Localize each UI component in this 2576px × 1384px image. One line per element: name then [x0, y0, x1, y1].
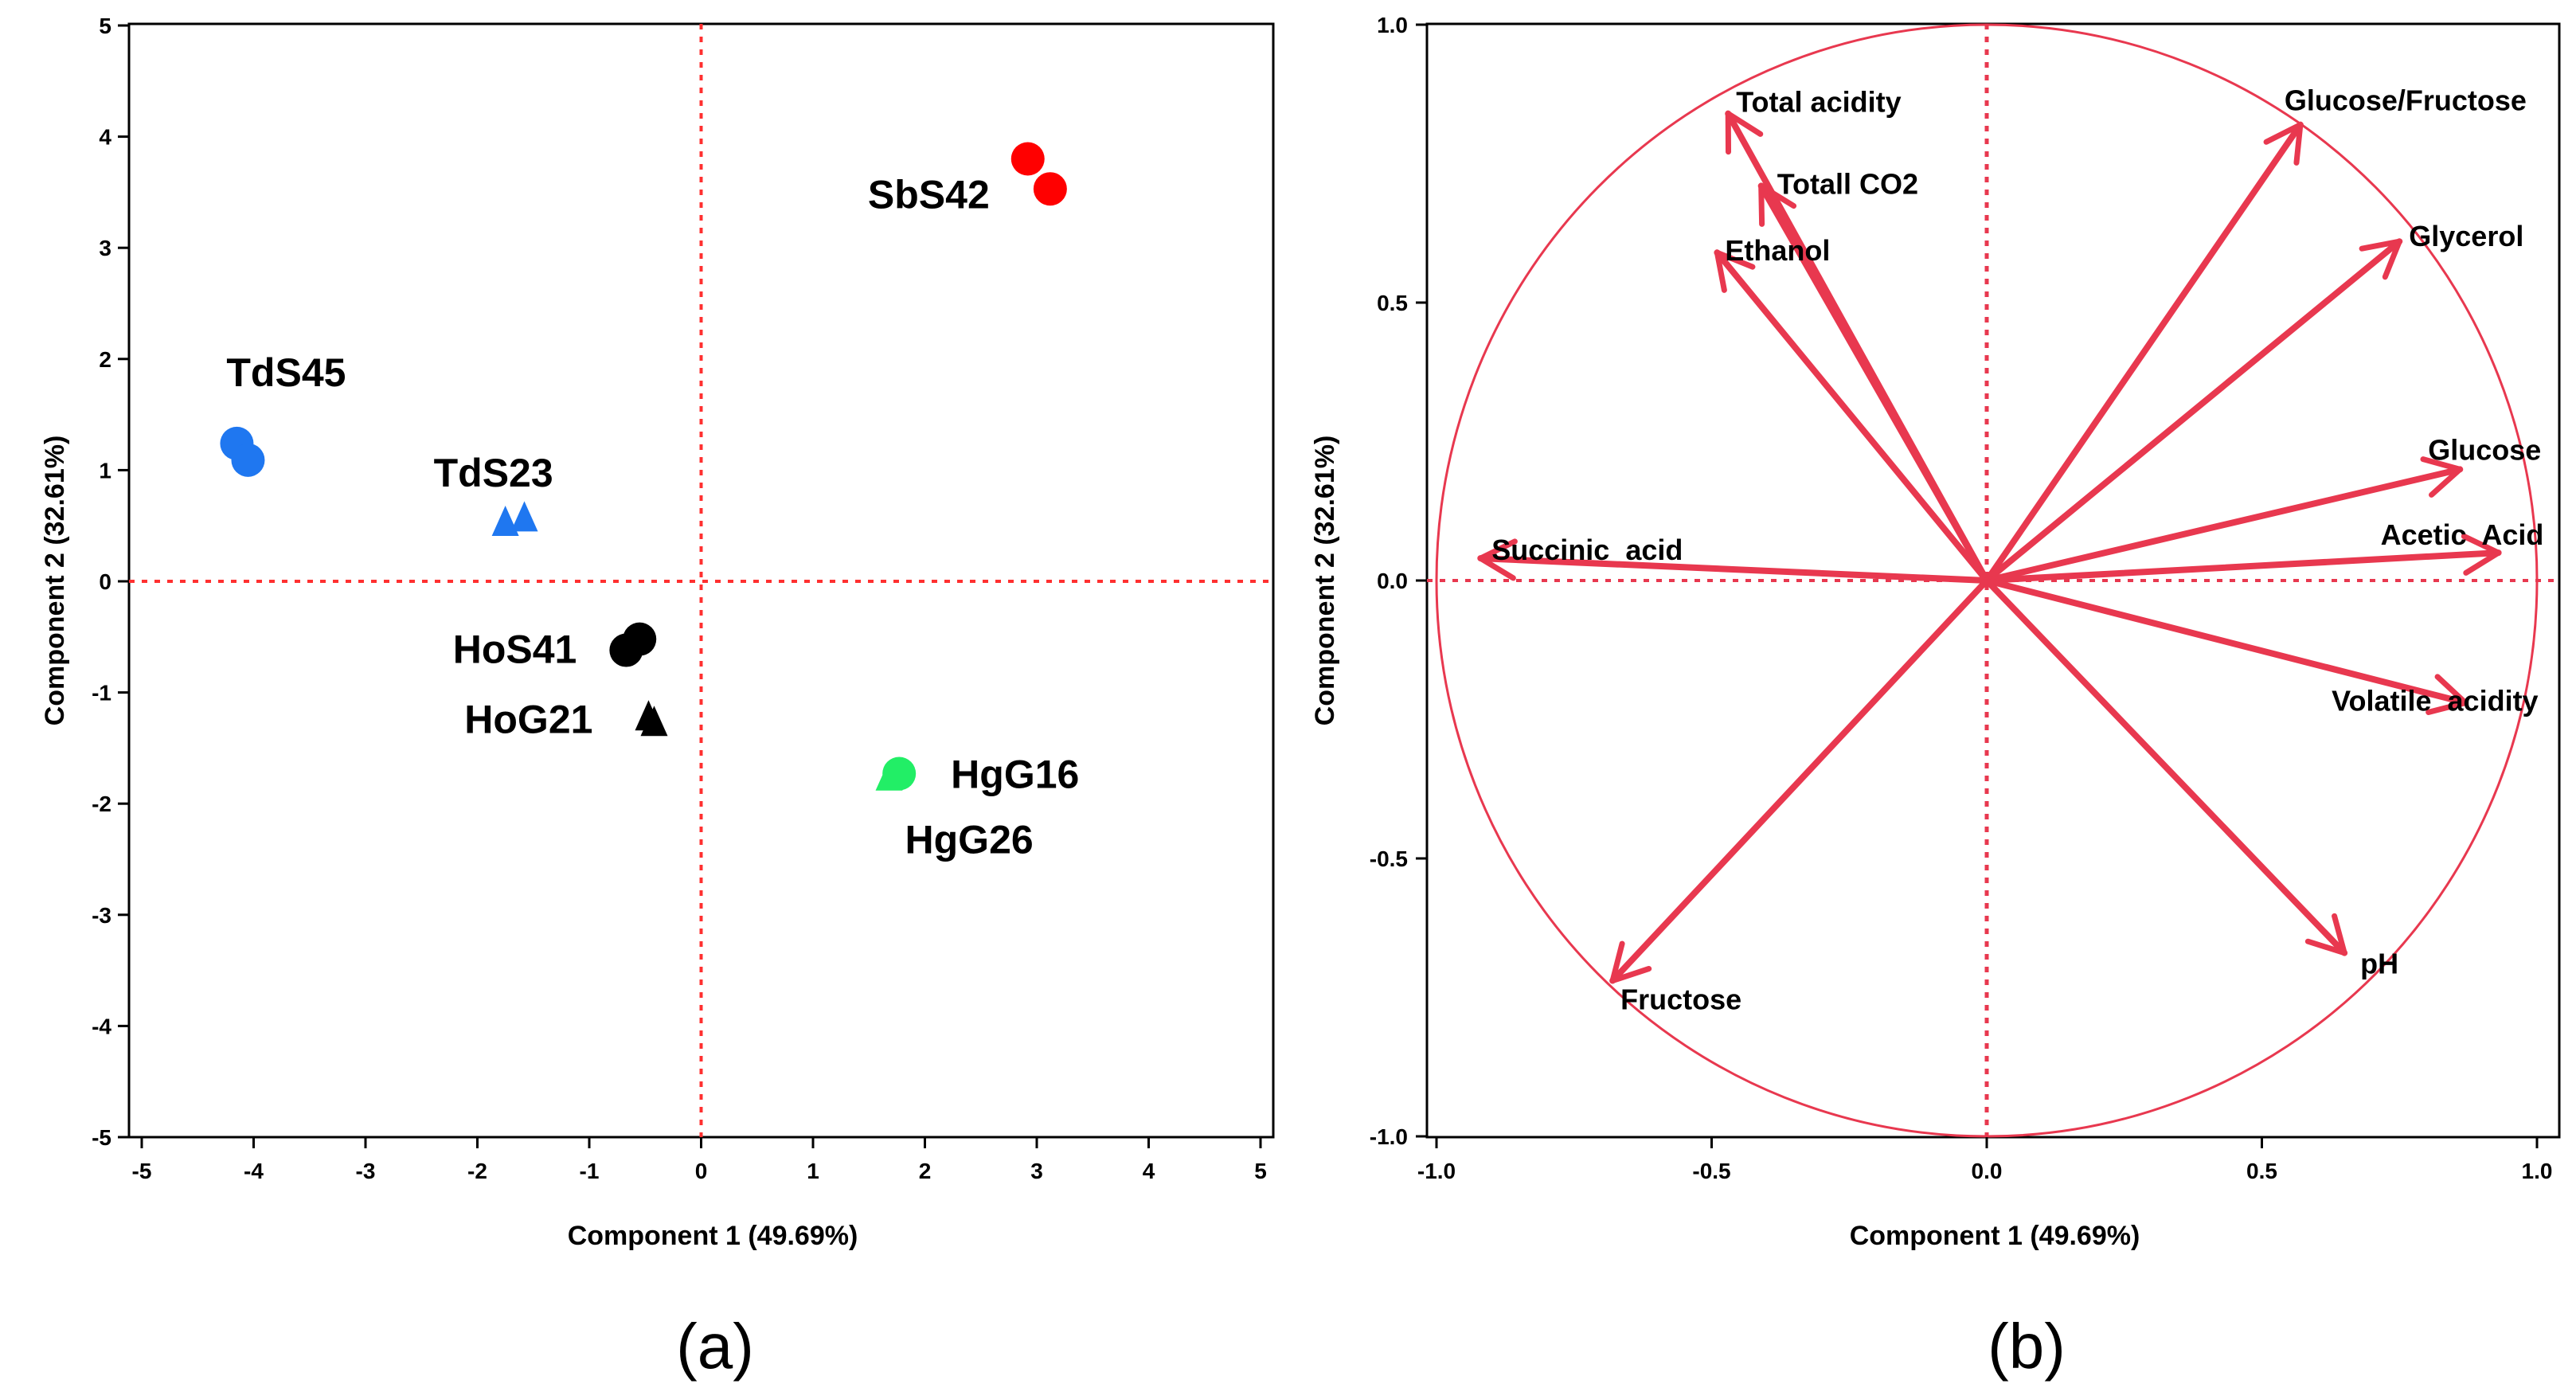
x-tick-label: 0.5 [2246, 1159, 2277, 1183]
panel-a-data-points [220, 142, 1067, 791]
point-label-tds45: TdS45 [226, 350, 346, 395]
y-tick-label: 1.0 [1377, 13, 1408, 37]
panel-b-y-axis-title: Component 2 (32.61%) [1310, 436, 1340, 726]
variable-label-glycerol: Glycerol [2409, 220, 2523, 252]
panel-a-y-axis-title: Component 2 (32.61%) [40, 436, 70, 726]
panel-a-caption: (a) [676, 1311, 754, 1382]
variable-label-fructose: Fructose [1620, 983, 1741, 1016]
data-point-sbs42 [1010, 142, 1045, 176]
variable-label-total-acidity: Total acidity [1736, 86, 1901, 119]
panel-b-loading-biplot: -1.0 -0.5 0.0 0.5 1.0 -1.0 -0.5 0.0 0.5 1.0 Tota… [1310, 13, 2561, 1382]
x-tick-label: 1.0 [2522, 1159, 2553, 1183]
loading-vector-volatile-acidity [1984, 577, 2469, 715]
correlation-circle [1435, 23, 2539, 1138]
panel-a-x-axis-title: Component 1 (49.69%) [568, 1221, 858, 1251]
data-point-tds23 [510, 501, 538, 532]
x-tick-label: 0 [695, 1159, 708, 1183]
variable-label-ethanol: Ethanol [1725, 234, 1830, 267]
data-point-tds45 [231, 443, 265, 477]
x-tick-label: 4 [1143, 1159, 1155, 1183]
y-tick-label: 3 [99, 236, 111, 260]
y-tick-label: 0.5 [1377, 291, 1408, 315]
loading-vector-succinic-acid [1477, 538, 1990, 584]
variable-label-ph: pH [2360, 948, 2398, 980]
y-tick-label: -4 [92, 1014, 111, 1038]
data-point-hgg26 [875, 760, 903, 791]
x-tick-label: -1 [580, 1159, 600, 1183]
x-tick-label: 1 [807, 1159, 819, 1183]
panel-a-y-axis: -5 -4 -3 -2 -1 0 1 2 3 4 5 [92, 14, 129, 1150]
variable-label-glucose: Glucose [2428, 433, 2541, 466]
x-tick-label: -0.5 [1692, 1159, 1730, 1183]
variable-label-volatile-acidity: Volatile acidity [2332, 685, 2538, 717]
panel-a-point-labels: TdS45 TdS23 SbS42 HoS41 HoG21 HgG16 HgG26 [226, 173, 1079, 862]
loading-vector-glycerol [1984, 238, 2403, 584]
y-tick-label: -1.0 [1370, 1124, 1408, 1149]
y-tick-label: 0 [99, 569, 111, 594]
point-label-hos41: HoS41 [453, 627, 577, 672]
point-label-hgg26: HgG26 [905, 818, 1034, 862]
x-tick-label: -3 [356, 1159, 376, 1183]
variable-label-totall-co2: Totall CO2 [1777, 167, 1918, 200]
y-tick-label: 4 [99, 125, 111, 150]
loading-vector-ph [1984, 577, 2348, 956]
y-tick-label: -2 [92, 792, 111, 816]
data-point-tds23 [491, 506, 519, 537]
panel-b-caption: (b) [1988, 1311, 2066, 1382]
y-tick-label: -0.5 [1370, 846, 1408, 871]
x-tick-label: -1.0 [1417, 1159, 1456, 1183]
loading-vector-glucose-fructose [1984, 121, 2304, 584]
panel-b-loading-vectors [1477, 110, 2502, 984]
loading-vector-ethanol [1714, 249, 1990, 584]
loading-vector-totall-co2 [1757, 182, 1990, 584]
y-tick-label: 2 [99, 347, 111, 372]
x-tick-label: 0.0 [1972, 1159, 2003, 1183]
loading-vector-acetic-acid [1984, 533, 2502, 584]
data-point-hog21 [640, 706, 668, 737]
panel-b-x-axis: -1.0 -0.5 0.0 0.5 1.0 [1417, 1137, 2553, 1183]
panel-b-x-axis-title: Component 1 (49.69%) [1850, 1221, 2140, 1251]
y-tick-label: 5 [99, 14, 111, 38]
loading-vector-glucose [1984, 456, 2464, 584]
x-tick-label: -5 [132, 1159, 152, 1183]
loading-vector-fructose [1609, 577, 1990, 984]
panel-a-x-axis: -5 -4 -3 -2 -1 0 1 2 3 4 5 [132, 1137, 1267, 1183]
point-label-sbs42: SbS42 [868, 173, 990, 217]
panel-a-reference-lines [129, 24, 1273, 1137]
variable-label-glucose-fructose: Glucose/Fructose [2285, 84, 2527, 117]
data-point-hos41 [623, 622, 657, 656]
data-point-sbs42 [1033, 172, 1067, 206]
y-tick-label: 0.0 [1377, 569, 1408, 593]
point-label-hgg16: HgG16 [951, 753, 1079, 797]
panel-b-y-axis: -1.0 -0.5 0.0 0.5 1.0 [1370, 13, 1427, 1149]
x-tick-label: -4 [244, 1159, 264, 1183]
variable-label-acetic-acid: Acetic Acid [2381, 518, 2544, 551]
panel-b-variable-labels: Total acidity Totall CO2 Ethanol Glucose/Fr… [1491, 84, 2543, 1016]
x-tick-label: -2 [467, 1159, 487, 1183]
variable-label-succinic-acid: Succinic acid [1491, 534, 1683, 566]
x-tick-label: 5 [1254, 1159, 1267, 1183]
y-tick-label: -1 [92, 681, 111, 706]
point-label-hog21: HoG21 [464, 697, 592, 741]
y-tick-label: -3 [92, 903, 111, 928]
point-label-tds23: TdS23 [434, 451, 553, 495]
x-tick-label: 3 [1030, 1159, 1043, 1183]
y-tick-label: -5 [92, 1125, 111, 1150]
y-tick-label: 1 [99, 458, 111, 483]
x-tick-label: 2 [919, 1159, 932, 1183]
